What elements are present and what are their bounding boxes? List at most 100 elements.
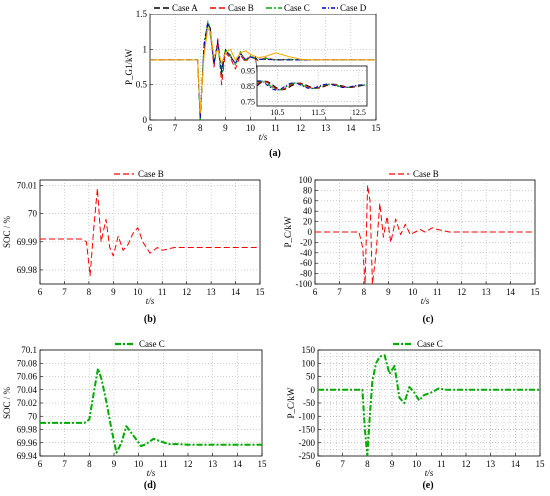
inset-y-tick-label: 0.85 [241,82,255,91]
series-group [318,354,540,456]
panel-caption: (c) [422,314,433,325]
inset-x-tick-label: 12.5 [352,108,366,117]
series-line-case-c [318,354,540,456]
x-tick-label: 13 [482,287,492,297]
y-tick-label: 80 [303,185,313,195]
panel-a: 6 7 8 9 10 11 12 13 14 1500.511.5t/sP_G1/kW(a)Cas… [124,2,381,159]
legend-label: Case C [284,3,310,13]
y-tick-label: 20 [303,217,313,227]
x-tick-label: 7 [173,123,178,133]
x-tick-label: 9 [223,123,228,133]
y-tick-label: 100 [302,358,316,368]
y-axis-label: P_C/kW [286,387,296,419]
legend-label: Case B [228,3,254,13]
x-tick-label: 14 [511,459,521,469]
y-tick-label: 100 [299,175,313,185]
x-tick-label: 13 [208,459,218,469]
panel-caption: (d) [144,480,156,491]
legend: Case B [114,169,164,179]
x-axis-label: t/s [259,132,268,142]
y-tick-label: 70.1 [21,345,37,355]
y-axis-label: SOC / % [2,215,12,248]
x-tick-label: 10 [412,459,422,469]
y-tick-label: -100 [296,279,313,289]
y-tick-label: -100 [299,411,316,421]
x-axis-label: t/s [147,468,156,478]
inset-series-line [257,80,367,91]
x-tick-label: 9 [112,459,117,469]
x-tick-label: 8 [198,123,203,133]
x-tick-label: 7 [340,459,345,469]
y-tick-label: 70 [28,411,38,421]
x-tick-label: 6 [38,287,43,297]
y-tick-label: 70.01 [17,181,37,191]
panel-caption: (a) [269,148,281,159]
x-tick-label: 14 [233,459,243,469]
inset-series-line [257,80,367,91]
series-line-case-b [315,184,535,284]
series-line-case-c [40,367,262,454]
y-tick-label: 70 [28,209,38,219]
y-tick-label: 150 [302,345,316,355]
x-tick-label: 6 [148,123,153,133]
x-tick-label: 12 [296,123,305,133]
y-tick-label: -50 [303,398,315,408]
x-tick-label: 6 [38,459,43,469]
inset-y-tick-label: 0.75 [241,97,255,106]
x-tick-label: 9 [111,287,116,297]
x-tick-label: 9 [386,287,391,297]
legend-label: Case A [172,3,198,13]
panel-caption: (b) [144,314,156,325]
y-tick-label: 69.94 [17,451,38,461]
legend-label: Case B [413,169,439,179]
y-tick-label: 1.5 [136,9,148,19]
y-tick-label: 1 [143,44,148,54]
x-tick-label: 11 [433,287,442,297]
y-tick-label: 70.08 [17,358,38,368]
x-tick-label: 6 [313,287,318,297]
x-tick-label: 8 [87,459,92,469]
y-tick-label: -250 [299,451,316,461]
series-line-case-b [40,187,260,277]
panel-c: 6 7 8 9 10 11 12 13 14 15 -100-80-60-40-2002040608… [283,169,540,325]
y-tick-label: 69.98 [17,425,38,435]
x-axis-label: t/s [146,296,155,306]
y-tick-label: 69.96 [17,438,38,448]
x-tick-label: 15 [372,123,382,133]
y-tick-label: -20 [300,237,312,247]
series-line-case-d [150,20,376,120]
inset-series-line [257,80,367,91]
x-tick-label: 8 [362,287,367,297]
x-tick-label: 15 [256,287,266,297]
x-axis-label: t/s [421,296,430,306]
y-axis-label: P_C/kW [283,216,293,248]
panel-e: 6 7 8 9 10 11 12 13 14 15 -250 -200 -150 -100 -50 0 50 10… [286,339,545,491]
x-tick-label: 10 [133,287,143,297]
series-group [40,367,262,454]
series-group [315,184,535,284]
y-tick-label: 0 [143,115,148,125]
x-tick-label: 7 [62,459,67,469]
legend: Case B [389,169,439,179]
y-tick-label: 70.06 [17,372,38,382]
x-tick-label: 15 [536,459,546,469]
y-tick-label: 69.98 [17,265,38,275]
x-tick-label: 11 [437,459,446,469]
series-group [150,20,376,120]
legend: Case C [115,339,165,349]
x-tick-label: 15 [531,287,541,297]
inset-series [257,80,367,91]
inset-connector [255,56,258,73]
x-tick-label: 13 [207,287,217,297]
y-tick-label: 0 [308,227,313,237]
x-tick-label: 10 [408,287,418,297]
y-tick-label: 50 [306,372,316,382]
inset-x-tick-label: 10.5 [270,108,284,117]
x-tick-label: 14 [346,123,356,133]
y-tick-label: -60 [300,258,312,268]
x-tick-label: 7 [337,287,342,297]
legend-label: Case B [138,169,164,179]
series-group [40,187,260,277]
y-tick-label: 70.04 [17,385,38,395]
